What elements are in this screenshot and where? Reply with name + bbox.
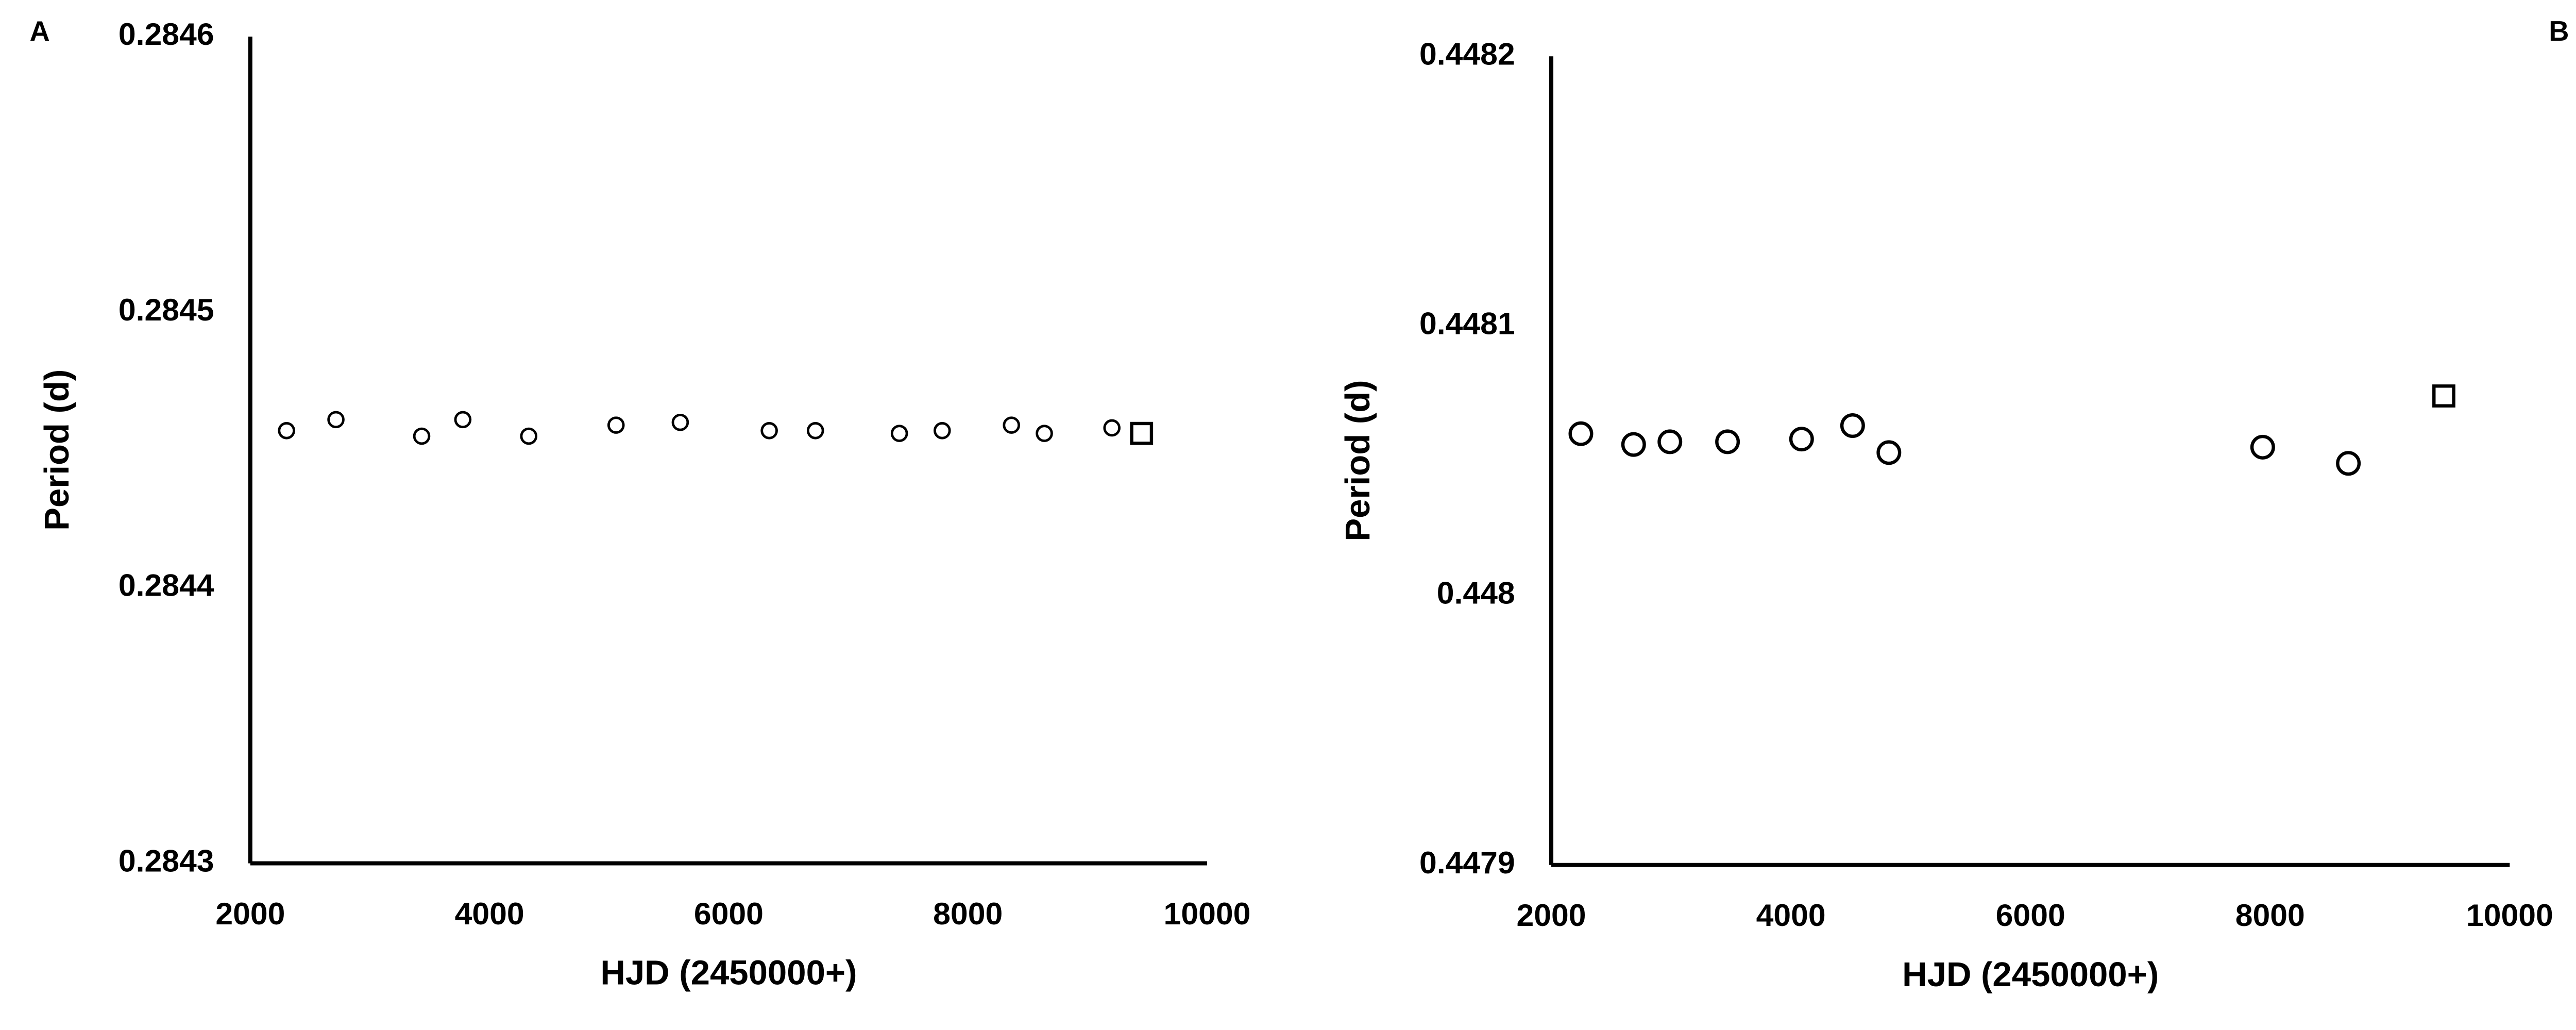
data-point bbox=[2250, 434, 2275, 460]
data-point bbox=[327, 411, 345, 429]
data-point bbox=[1715, 429, 1740, 454]
data-point bbox=[278, 422, 295, 440]
panel-label: A bbox=[30, 15, 50, 47]
data-point bbox=[806, 422, 824, 440]
data-point bbox=[1103, 419, 1121, 437]
x-tick-label: 2000 bbox=[215, 896, 285, 931]
data-point bbox=[1621, 432, 1646, 457]
y-tick-label: 0.4479 bbox=[1419, 845, 1515, 880]
data-point bbox=[2336, 451, 2361, 476]
x-tick-label: 2000 bbox=[1516, 898, 1586, 933]
panel-label: B bbox=[2549, 15, 2569, 47]
data-point bbox=[1036, 425, 1053, 442]
x-tick-label: 10000 bbox=[2466, 898, 2553, 933]
data-point bbox=[607, 416, 625, 434]
x-tick-label: 6000 bbox=[1996, 898, 2065, 933]
y-tick-label: 0.2844 bbox=[118, 568, 214, 603]
data-point bbox=[1876, 440, 1902, 465]
x-tick-label: 4000 bbox=[1756, 898, 1826, 933]
data-point bbox=[1789, 427, 1814, 452]
x-tick-label: 8000 bbox=[933, 896, 1003, 931]
data-point bbox=[934, 422, 951, 440]
data-point bbox=[413, 427, 431, 445]
x-tick-label: 8000 bbox=[2235, 898, 2305, 933]
data-point bbox=[1003, 416, 1020, 434]
x-tick-label: 10000 bbox=[1164, 896, 1251, 931]
data-point bbox=[760, 422, 778, 440]
x-tick-label: 6000 bbox=[694, 896, 764, 931]
x-axis-title: HJD (2450000+) bbox=[600, 954, 857, 992]
data-point bbox=[1657, 429, 1683, 454]
data-point bbox=[454, 411, 472, 429]
data-point bbox=[1840, 413, 1865, 438]
y-tick-label: 0.4481 bbox=[1419, 306, 1515, 341]
y-axis-title: Period (d) bbox=[38, 369, 76, 531]
y-axis-title: Period (d) bbox=[1338, 380, 1377, 541]
data-point bbox=[1130, 421, 1154, 445]
y-tick-label: 0.4482 bbox=[1419, 36, 1515, 71]
x-tick-label: 4000 bbox=[455, 896, 524, 931]
y-tick-label: 0.2846 bbox=[118, 16, 214, 52]
data-point bbox=[890, 425, 908, 442]
y-tick-label: 0.2845 bbox=[118, 292, 214, 327]
y-tick-label: 0.2843 bbox=[118, 843, 214, 879]
y-tick-label: 0.448 bbox=[1437, 576, 1515, 611]
data-point bbox=[1568, 421, 1594, 446]
data-point bbox=[2432, 384, 2455, 408]
data-point bbox=[520, 427, 538, 445]
data-point bbox=[671, 413, 689, 431]
x-axis-title: HJD (2450000+) bbox=[1902, 955, 2159, 994]
